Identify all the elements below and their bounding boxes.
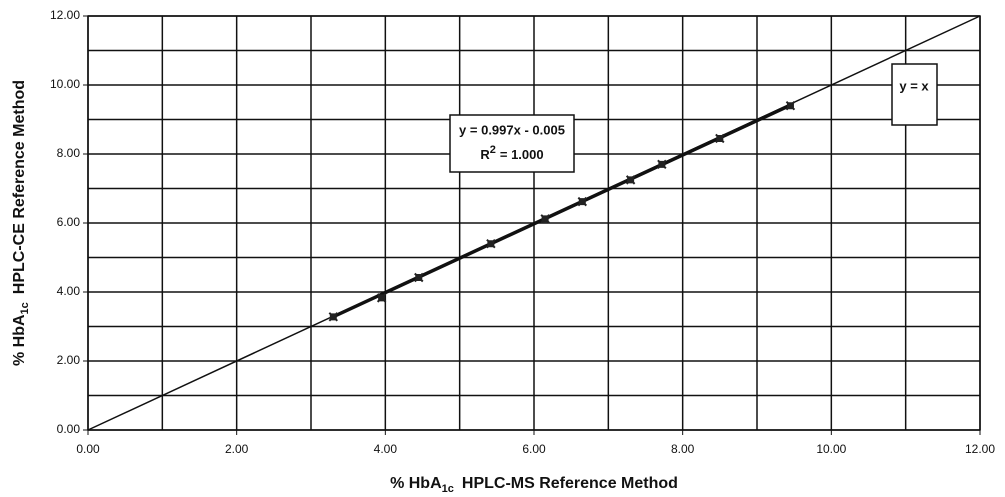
x-label-subscript: 1c bbox=[442, 483, 454, 495]
y-tick-label: 2.00 bbox=[57, 353, 81, 367]
r2-suffix: = 1.000 bbox=[500, 147, 544, 162]
x-tick-label: 4.00 bbox=[374, 442, 398, 456]
r2-prefix: R bbox=[480, 147, 490, 162]
x-tick-label: 8.00 bbox=[671, 442, 695, 456]
data-point bbox=[540, 214, 550, 224]
y-tick-label: 0.00 bbox=[57, 422, 81, 436]
equation-text: y = 0.997x - 0.005 bbox=[459, 122, 565, 137]
reference-label-box bbox=[891, 63, 938, 126]
y-tick-label: 6.00 bbox=[57, 215, 81, 229]
data-point bbox=[414, 272, 424, 283]
y-label-prefix: % HbA bbox=[11, 314, 28, 366]
data-point bbox=[577, 196, 588, 207]
equation-box bbox=[449, 114, 575, 173]
r2-text: R2 = 1.000 bbox=[480, 144, 543, 163]
y-tick-label: 8.00 bbox=[57, 146, 81, 160]
x-tick-label: 6.00 bbox=[522, 442, 546, 456]
x-axis-label: % HbA1c HPLC-MS Reference Method bbox=[390, 475, 678, 495]
y-label-subscript: 1c bbox=[19, 302, 31, 314]
r2-superscript: 2 bbox=[490, 144, 496, 156]
x-label-suffix: HPLC-MS Reference Method bbox=[462, 475, 678, 492]
data-point bbox=[328, 312, 339, 322]
data-point bbox=[715, 133, 725, 144]
x-tick-label: 0.00 bbox=[76, 442, 100, 456]
y-tick-label: 10.00 bbox=[50, 77, 80, 91]
x-tick-label: 2.00 bbox=[225, 442, 249, 456]
data-point bbox=[486, 238, 496, 249]
y-axis-label: % HbA1c HPLC-CE Reference Method bbox=[11, 80, 31, 366]
data-point bbox=[625, 175, 636, 185]
data-point bbox=[376, 293, 387, 303]
data-point bbox=[657, 159, 667, 170]
x-tick-label: 10.00 bbox=[816, 442, 846, 456]
x-label-prefix: % HbA bbox=[390, 475, 442, 492]
trend-line bbox=[332, 103, 792, 319]
data-point bbox=[785, 100, 796, 111]
y-label-suffix: HPLC-CE Reference Method bbox=[11, 80, 28, 294]
y-tick-label: 4.00 bbox=[57, 284, 81, 298]
reference-label: y = x bbox=[899, 78, 929, 93]
y-tick-label: 12.00 bbox=[50, 8, 80, 22]
x-tick-label: 12.00 bbox=[965, 442, 995, 456]
plot-frame bbox=[87, 15, 981, 431]
